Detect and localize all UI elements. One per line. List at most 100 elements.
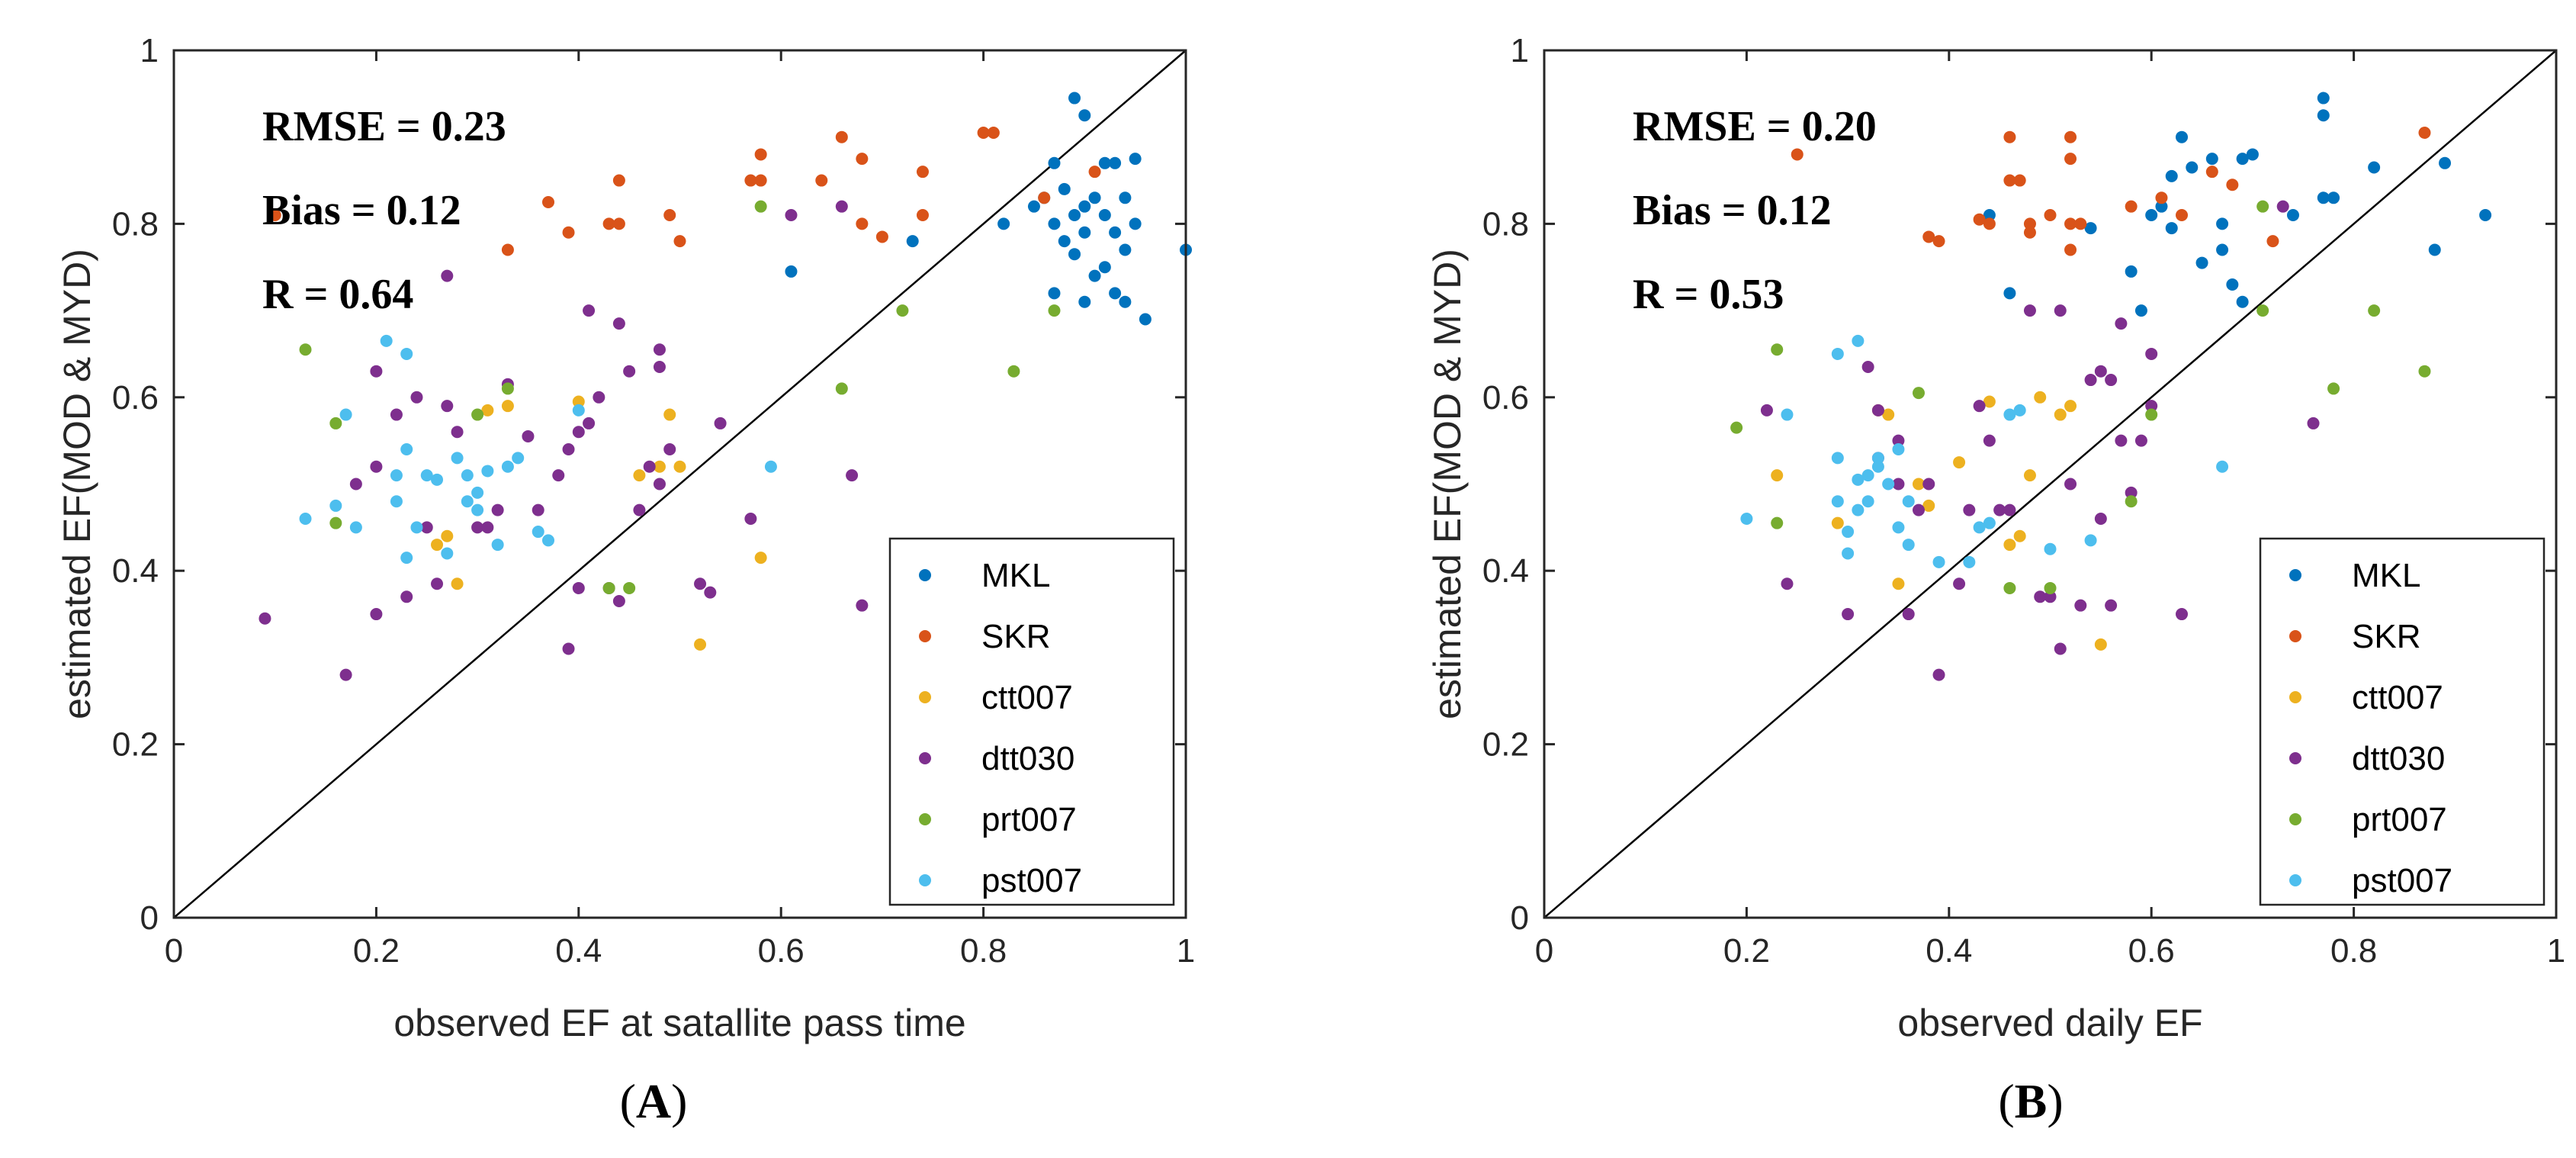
data-point [612,594,625,607]
data-point [1119,295,1132,308]
data-point [1760,404,1773,417]
data-point [1892,478,1905,491]
data-point [441,547,454,560]
y-tick-label: 1 [1511,32,1529,69]
data-point [1740,512,1753,525]
legend-label: dtt030 [2352,740,2445,777]
data-point [1831,516,1844,529]
data-point [481,404,494,417]
legend-item: pst007 [2289,862,2452,899]
data-point [916,166,929,179]
data-point [987,127,1000,140]
data-point [431,473,444,486]
data-point [451,577,464,590]
y-tick-label: 0.4 [1482,552,1529,590]
data-point [785,209,798,222]
data-point [491,503,504,516]
data-point [623,581,636,594]
data-point [612,174,625,187]
data-point [2155,200,2168,213]
legend-marker [919,630,931,642]
data-point [1993,503,2006,516]
data-point [1068,209,1081,222]
data-point [1852,503,1865,516]
data-point [431,539,444,552]
data-point [2236,295,2249,308]
data-point [572,395,585,408]
stats-annotation: RMSE = 0.20 [1633,103,1877,150]
y-tick-label: 0 [1511,899,1529,937]
data-point [1078,109,1091,122]
stats-annotation: R = 0.64 [262,271,413,318]
data-point [1983,516,1996,529]
data-point [1781,577,1794,590]
legend-item: SKR [919,618,1050,655]
data-point [1953,577,1966,590]
data-point [552,469,565,482]
data-point [1871,404,1884,417]
data-point [1902,608,1915,621]
data-point [2317,191,2330,204]
legend: MKL SKR ctt007 dtt030 prt007 pst007 [888,537,1175,906]
data-point [2418,127,2431,140]
data-point [663,443,676,456]
data-point [2368,161,2381,174]
data-point [259,612,271,625]
data-point [2034,590,2047,603]
data-point [835,382,848,395]
stats-annotation: RMSE = 0.23 [262,103,506,150]
data-point [451,426,464,439]
data-point [2084,374,2097,387]
data-point [501,243,514,256]
data-point [481,465,494,478]
data-point [451,452,464,465]
data-point [2013,529,2026,542]
data-point [501,382,514,395]
data-point [2176,608,2189,621]
legend-label: prt007 [981,801,1077,838]
data-point [754,174,767,187]
data-point [583,417,596,429]
data-point [744,512,757,525]
data-point [2186,161,2199,174]
data-point [2286,209,2299,222]
data-point [1983,209,1996,222]
data-point [754,148,767,161]
data-point [1129,217,1142,230]
data-point [420,521,433,534]
data-point [2105,599,2118,612]
data-point [653,343,666,356]
data-point [2418,365,2431,378]
x-tick-label: 0.2 [1723,932,1770,970]
data-point [400,347,413,360]
data-point [875,230,888,243]
series-SKR [268,127,1101,256]
data-point [1771,469,1784,482]
data-point [1058,182,1071,195]
data-point [1831,347,1844,360]
data-point [2216,217,2229,230]
data-point [856,153,869,166]
data-point [2054,304,2067,317]
data-point [694,638,707,651]
data-point [370,365,383,378]
data-point [1088,191,1101,204]
data-point [471,408,484,421]
data-point [2125,265,2138,278]
data-point [1902,495,1915,508]
data-point [1129,153,1142,166]
data-point [1119,191,1132,204]
series-dtt030 [1760,200,2320,681]
x-tick-label: 0 [1535,932,1553,970]
data-point [1068,248,1081,261]
data-point [1781,408,1794,421]
x-tick-label: 0 [165,932,183,970]
data-point [532,526,544,539]
data-point [2094,365,2107,378]
data-point [1027,200,1040,213]
data-point [2064,153,2077,166]
y-tick-label: 0 [140,899,159,937]
data-point [2064,130,2077,143]
legend-marker [919,752,931,764]
